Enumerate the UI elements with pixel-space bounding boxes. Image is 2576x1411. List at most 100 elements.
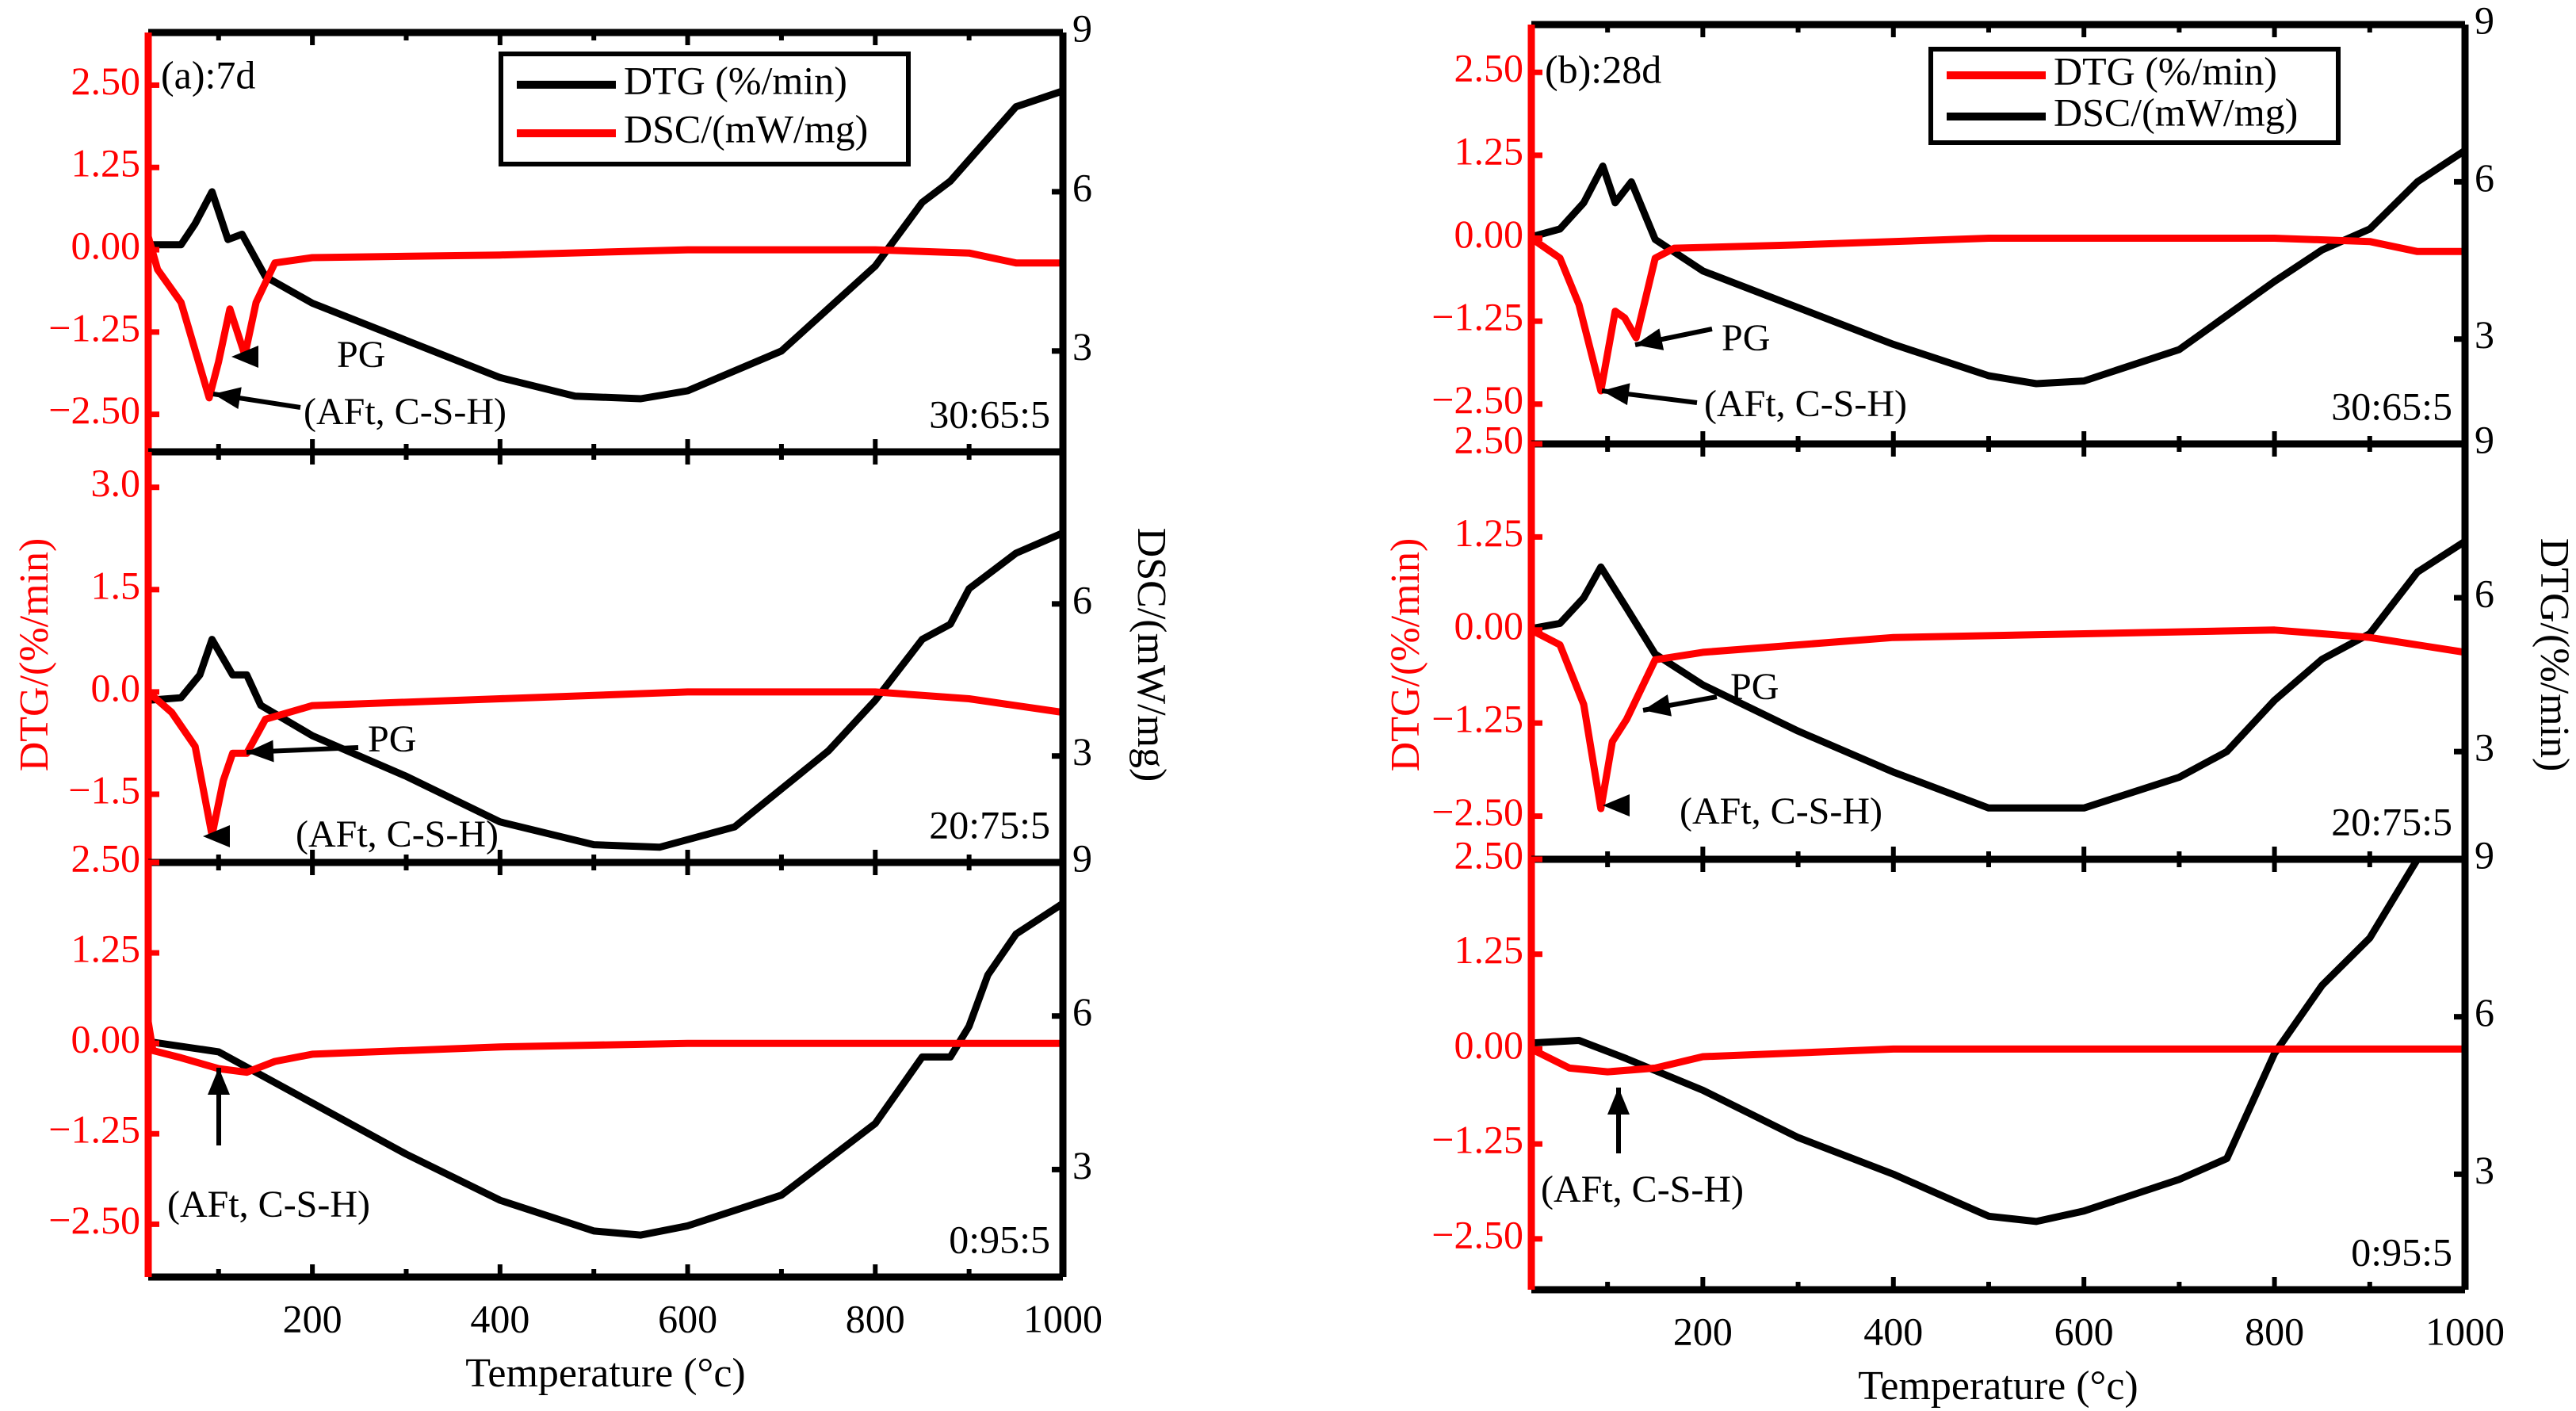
left-tick-label: 1.25 [1454,510,1524,555]
left-tick-label: −1.25 [1431,697,1523,741]
legend-label: DTG (%/min) [2054,49,2277,94]
left-tick-label: 2.50 [71,836,141,880]
left-tick-label: 2.50 [71,59,141,103]
x-tick-label: 600 [2054,1309,2114,1353]
x-tick-label: 1000 [2425,1309,2505,1353]
arrowhead-icon [1602,383,1630,406]
left-tick-label: −1.25 [48,1107,140,1152]
series-dtg-line [1531,235,2465,395]
series-dtg-line [148,530,1063,851]
arrowhead-icon [203,825,230,847]
panel-0:95:5: 2.50 1.25 0.00 −1.25 −2.50 9 6 3 0:95:5 (AFt, C-S… [1431,832,2494,1294]
left-tick-label: 1.25 [1454,128,1524,173]
legend: DTG (%/min)DSC/(mW/mg) [1928,47,2341,145]
peak-annotation: (AFt, C-S-H) [1680,790,1882,832]
right-tick-label: 3 [1072,324,1092,369]
left-tick-label: 2.50 [1454,832,1524,877]
left-tick-label: 0.00 [1454,1023,1524,1067]
peak-annotation: (AFt, C-S-H) [167,1183,370,1226]
left-tick-label: 0.0 [91,665,141,709]
arrowhead-icon [1607,1088,1630,1115]
left-tick-label: −2.50 [48,1198,140,1242]
peak-annotation: PG [368,718,416,760]
right-tick-label: 6 [2475,155,2494,200]
arrowhead-icon [231,346,258,368]
x-tick-label: 400 [1863,1309,1923,1353]
series-dtg-line [1531,626,2465,813]
series-dsc-line [148,235,1063,402]
arrowhead-icon [208,1068,230,1095]
sample-ratio-label: 30:65:5 [2331,384,2452,428]
sample-ratio-label: 0:95:5 [949,1217,1050,1261]
right-tick-label: 9 [1072,836,1092,880]
right-tick-label: 6 [2475,572,2494,616]
x-tick-label: 200 [1673,1309,1733,1353]
left-tick-label: −1.25 [1431,1118,1523,1162]
legend-box [1928,47,2341,145]
panel-30:65:5: 2.50 1.25 0.00 −1.25 −2.50 9 6 3 30:65:5 PG (AFt, … [48,6,1092,456]
right-tick-label: 6 [1072,989,1092,1034]
left-tick-label: 0.00 [1454,212,1524,256]
panel-label: (b):28d [1545,47,1661,91]
left-tick-label: 1.25 [1454,927,1524,972]
series-dsc-line [1531,147,2465,388]
right-tick-label: 9 [1072,6,1092,50]
legend-label: DSC/(mW/mg) [624,107,868,151]
left-tick-label: 2.50 [1454,46,1524,90]
sample-ratio-label: 30:65:5 [929,392,1050,436]
legend-label: DSC/(mW/mg) [2054,90,2298,134]
left-tick-label: 1.25 [71,927,141,971]
right-tick-label: 3 [2475,725,2494,770]
left-tick-label: 1.25 [71,141,141,185]
arrowhead-icon [213,387,242,410]
arrowhead-icon [1643,694,1672,717]
right-tick-label: 3 [2475,312,2494,357]
series-dsc-line [1531,538,2465,812]
right-tick-label: 3 [2475,1148,2494,1192]
peak-annotation: (AFt, C-S-H) [1704,383,1907,425]
x-axis-title: Temperature (°c) [1858,1363,2138,1409]
left-tick-label: −1.25 [48,305,140,350]
arrowhead-icon [1603,794,1630,816]
left-tick-label: −2.50 [48,388,140,432]
x-tick-label: 800 [2245,1309,2304,1353]
right-tick-label: 6 [1072,577,1092,621]
series-dsc-line [148,1021,1063,1076]
peak-annotation: PG [1722,317,1770,359]
panel-20:75:5: 2.50 1.25 0.00 −1.25 −2.50 9 6 3 20:75:5 PG (AFt, … [1431,417,2494,863]
panel-label: (a):7d [161,52,255,97]
right-tick-label: 3 [1072,729,1092,774]
right-axis-title: DTG/(%/min) [2532,538,2576,772]
left-tick-label: −2.50 [1431,1212,1523,1256]
left-tick-label: −1.25 [1431,295,1523,339]
arrowhead-icon [1635,328,1664,350]
left-tick-label: 2.50 [1454,417,1524,461]
right-tick-label: 3 [1072,1143,1092,1187]
left-tick-label: 0.00 [71,224,141,268]
right-tick-label: 9 [2475,417,2494,461]
arrowhead-icon [247,740,274,763]
right-tick-label: 9 [2475,0,2494,42]
chart-a: 2.50 1.25 0.00 −1.25 −2.50 9 6 3 30:65:5 PG (AFt, … [12,6,1174,1395]
legend: DTG (%/min) DSC/(mW/mg) [499,52,911,166]
sample-ratio-label: 20:75:5 [929,802,1050,847]
right-axis-title: DSC/(mW/mg) [1129,528,1174,782]
series-dsc-line [1531,859,2421,1226]
legend-box [499,52,911,166]
panel-0:95:5: 2.50 1.25 0.00 −1.25 −2.50 9 6 3 0:95:5 (AFt, C-S… [48,836,1092,1281]
x-axis-title: Temperature (°c) [465,1351,746,1396]
sample-ratio-label: 0:95:5 [2351,1229,2452,1274]
chart-b: 2.50 1.25 0.00 −1.25 −2.50 9 6 3 30:65:5 PG (AFt, … [1383,0,2576,1409]
x-tick-label: 1000 [1023,1296,1103,1340]
left-axis-title: DTG/(%/min) [1383,538,1428,772]
sample-ratio-label: 20:75:5 [2331,799,2452,843]
legend-label: DTG (%/min) [624,58,847,102]
series-dtg-line [1531,1045,2465,1076]
right-tick-label: 6 [1072,165,1092,209]
right-tick-label: 9 [2475,832,2494,877]
x-tick-label: 600 [658,1296,717,1340]
peak-annotation: (AFt, C-S-H) [1541,1168,1744,1210]
right-tick-label: 6 [2475,990,2494,1034]
left-tick-label: −2.50 [1431,377,1523,422]
